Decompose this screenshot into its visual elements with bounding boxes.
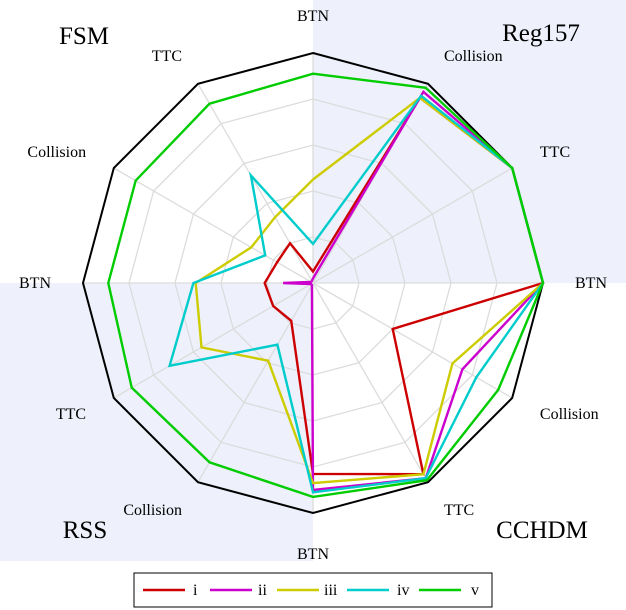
legend-label-iv: iv [397,582,409,599]
axis-label-10: BTN [19,275,51,292]
axis-label-6: TTC [444,502,474,519]
group-label-rss: RSS [63,517,107,544]
axis-spoke-12 [197,83,314,284]
axis-spoke-9 [113,282,314,399]
axis-spoke-6 [312,282,429,483]
axis-spoke-3 [312,167,513,284]
axis-label-5: Collision [540,406,599,423]
reg157-quadrant-shade [313,0,626,283]
axis-label-1: BTN [297,8,329,25]
series [107,72,545,499]
axis-label-7: BTN [297,546,329,563]
axis-labels: BTN Collision TTC BTN Collision TTC BTN Collisi… [19,8,607,563]
group-label-fsm: FSM [59,23,109,50]
legend-label-iii: iii [324,582,338,599]
axis-label-3: TTC [540,144,570,161]
axis-label-4: BTN [575,275,607,292]
group-label-cchdm: CCHDM [496,517,588,544]
axis-label-12: TTC [152,48,182,65]
legend-label-i: i [193,582,198,599]
axis-label-8: Collision [123,502,182,519]
axis-spoke-5 [312,282,513,399]
group-label-reg157: Reg157 [502,20,580,47]
legend: i ii iii iv v [133,572,493,608]
axis-label-11: Collision [27,144,86,161]
axis-spoke-8 [197,282,314,483]
rss-quadrant-shade [0,283,313,561]
axis-label-9: TTC [56,406,86,423]
legend-label-ii: ii [258,582,267,599]
legend-label-v: v [471,582,479,599]
series-line-v [107,72,545,499]
axis-spoke-11 [113,167,314,284]
axis-label-2: Collision [444,48,503,65]
